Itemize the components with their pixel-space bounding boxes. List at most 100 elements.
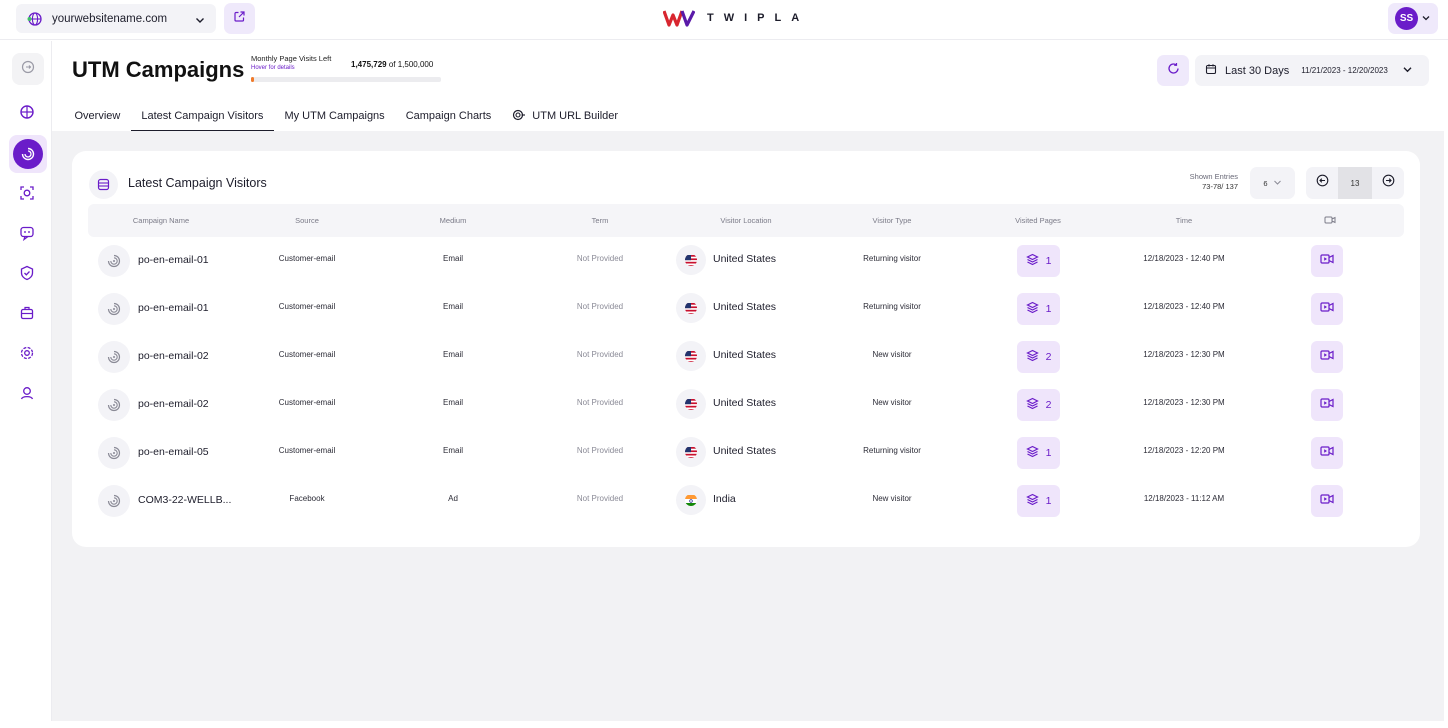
table-row[interactable]: po-en-email-02 Customer-email Email Not Pro… bbox=[88, 333, 1404, 381]
avatar: SS bbox=[1395, 7, 1418, 30]
pagination: 13 bbox=[1306, 167, 1404, 199]
source-cell: Customer-email bbox=[278, 254, 336, 263]
sidebar-item-behavior[interactable] bbox=[10, 178, 44, 212]
user-icon bbox=[19, 385, 35, 406]
logo-mark-icon bbox=[663, 10, 695, 27]
tab-campaign-charts[interactable]: Campaign Charts bbox=[395, 101, 502, 131]
time-cell: 12/18/2023 - 12:30 PM bbox=[1143, 350, 1225, 359]
campaign-name[interactable]: po-en-email-01 bbox=[138, 302, 209, 314]
play-recording-button[interactable] bbox=[1311, 341, 1343, 373]
sidebar-item-account[interactable] bbox=[10, 378, 44, 412]
campaign-icon bbox=[98, 437, 130, 469]
tab-latest-campaign-visitors[interactable]: Latest Campaign Visitors bbox=[130, 101, 274, 131]
chat-icon bbox=[19, 225, 35, 246]
play-recording-button[interactable] bbox=[1311, 389, 1343, 421]
column-header: Term bbox=[591, 216, 609, 225]
campaign-name[interactable]: po-en-email-01 bbox=[138, 254, 209, 266]
table-row[interactable]: po-en-email-01 Customer-email Email Not Pro… bbox=[88, 285, 1404, 333]
visitor-location: United States bbox=[713, 301, 777, 313]
source-cell: Customer-email bbox=[278, 398, 336, 407]
flag-badge bbox=[676, 293, 706, 323]
layers-icon bbox=[1025, 301, 1039, 317]
calendar-icon bbox=[1205, 62, 1217, 80]
sidebar-item-dashboard[interactable] bbox=[10, 97, 44, 131]
term-cell: Not Provided bbox=[576, 254, 624, 263]
flag-badge bbox=[676, 485, 706, 515]
top-bar: yourwebsitename.com TWIPLA SS bbox=[0, 0, 1448, 40]
sidebar-item-utm-campaigns[interactable] bbox=[9, 135, 47, 173]
table-row[interactable]: po-en-email-05 Customer-email Email Not Pro… bbox=[88, 429, 1404, 477]
visited-pages-count: 2 bbox=[1045, 351, 1052, 363]
table-row[interactable]: COM3-22-WELLB... Facebook Ad Not Provided In… bbox=[88, 477, 1404, 525]
table-row[interactable]: po-en-email-01 Customer-email Email Not Pro… bbox=[88, 237, 1404, 285]
visited-pages-button[interactable]: 1 bbox=[1017, 485, 1060, 517]
date-range-label: Last 30 Days bbox=[1225, 64, 1290, 77]
visited-pages-button[interactable]: 2 bbox=[1017, 341, 1060, 373]
tab-label: Campaign Charts bbox=[405, 110, 492, 122]
medium-cell: Email bbox=[442, 254, 464, 263]
us-flag-icon bbox=[685, 350, 697, 362]
sidebar-item-feedback[interactable] bbox=[10, 218, 44, 252]
column-header: Campaign Name bbox=[132, 216, 190, 225]
time-cell: 12/18/2023 - 11:12 AM bbox=[1143, 494, 1225, 503]
chevron-down-icon bbox=[194, 13, 206, 25]
open-website-button[interactable] bbox=[224, 3, 255, 34]
entries-per-page-select[interactable]: 6 bbox=[1250, 167, 1295, 199]
arrow-left-icon bbox=[1316, 174, 1329, 192]
recording-icon bbox=[1324, 215, 1336, 227]
play-recording-button[interactable] bbox=[1311, 437, 1343, 469]
campaign-icon bbox=[13, 139, 43, 169]
us-flag-icon bbox=[685, 254, 697, 266]
visitor-type-cell: Returning visitor bbox=[863, 302, 921, 311]
date-range-dates: 11/21/2023 - 12/20/2023 bbox=[1301, 66, 1388, 75]
previous-page-button[interactable] bbox=[1306, 167, 1338, 199]
column-header: Visitor Location bbox=[720, 216, 772, 225]
latest-visitors-card: Latest Campaign Visitors Shown Entries 7… bbox=[72, 151, 1420, 547]
campaign-name[interactable]: po-en-email-02 bbox=[138, 350, 209, 362]
visitor-location: United States bbox=[713, 397, 777, 409]
visited-pages-button[interactable]: 2 bbox=[1017, 389, 1060, 421]
briefcase-icon bbox=[19, 305, 35, 326]
quota-total: of 1,500,000 bbox=[388, 60, 434, 69]
video-icon bbox=[1320, 252, 1334, 270]
sidebar-item-settings[interactable] bbox=[10, 338, 44, 372]
campaign-name[interactable]: COM3-22-WELLB... bbox=[138, 494, 232, 506]
chevron-down-icon bbox=[1273, 178, 1282, 189]
current-page-number[interactable]: 13 bbox=[1338, 167, 1372, 199]
column-header: Visitor Type bbox=[872, 216, 912, 225]
date-range-picker[interactable]: Last 30 Days 11/21/2023 - 12/20/2023 bbox=[1195, 55, 1429, 86]
play-recording-button[interactable] bbox=[1311, 293, 1343, 325]
video-icon bbox=[1320, 492, 1334, 510]
term-cell: Not Provided bbox=[576, 350, 624, 359]
sidebar-collapse-button[interactable] bbox=[12, 53, 44, 85]
time-cell: 12/18/2023 - 12:40 PM bbox=[1143, 302, 1225, 311]
flag-badge bbox=[676, 389, 706, 419]
visited-pages-count: 1 bbox=[1045, 447, 1052, 459]
tab-utm-url-builder[interactable]: UTM URL Builder bbox=[502, 101, 629, 131]
monthly-quota[interactable]: Monthly Page Visits Left 1,475,729 of 1,… bbox=[251, 54, 443, 82]
play-recording-button[interactable] bbox=[1311, 485, 1343, 517]
video-icon bbox=[1320, 300, 1334, 318]
frame-edge bbox=[0, 721, 1448, 728]
user-menu[interactable]: SS bbox=[1388, 3, 1438, 34]
refresh-button[interactable] bbox=[1157, 55, 1189, 86]
next-page-button[interactable] bbox=[1372, 167, 1404, 199]
visited-pages-button[interactable]: 1 bbox=[1017, 437, 1060, 469]
sidebar-item-privacy[interactable] bbox=[10, 258, 44, 292]
visited-pages-button[interactable]: 1 bbox=[1017, 293, 1060, 325]
tab-label: Overview bbox=[74, 110, 121, 122]
main-content: Latest Campaign Visitors Shown Entries 7… bbox=[52, 131, 1444, 721]
campaign-name[interactable]: po-en-email-02 bbox=[138, 398, 209, 410]
sidebar bbox=[4, 41, 52, 721]
table-row[interactable]: po-en-email-02 Customer-email Email Not Pro… bbox=[88, 381, 1404, 429]
visited-pages-button[interactable]: 1 bbox=[1017, 245, 1060, 277]
video-icon bbox=[1320, 396, 1334, 414]
website-selector[interactable]: yourwebsitename.com bbox=[16, 4, 216, 33]
campaign-name[interactable]: po-en-email-05 bbox=[138, 446, 209, 458]
tab-overview[interactable]: Overview bbox=[64, 101, 131, 131]
visited-pages-count: 1 bbox=[1045, 255, 1052, 267]
tab-my-utm-campaigns[interactable]: My UTM Campaigns bbox=[274, 101, 395, 131]
visitor-type-cell: New visitor bbox=[872, 398, 912, 407]
sidebar-item-reports[interactable] bbox=[10, 298, 44, 332]
play-recording-button[interactable] bbox=[1311, 245, 1343, 277]
